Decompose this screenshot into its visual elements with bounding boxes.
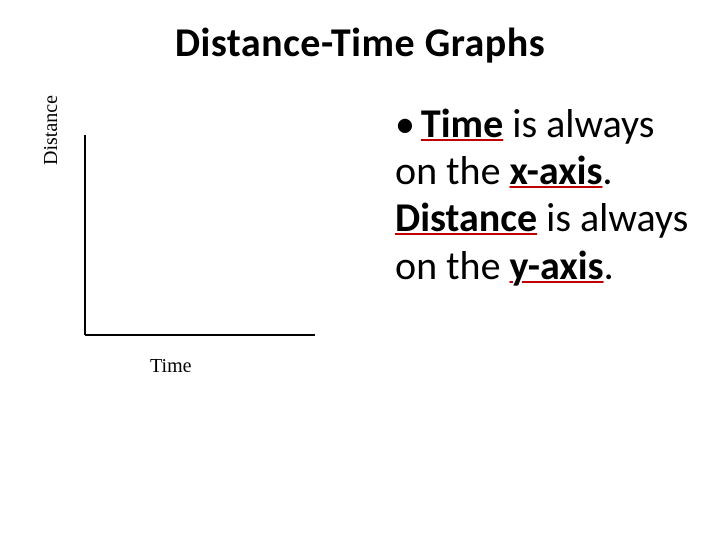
keyword-time: Time xyxy=(421,99,503,148)
y-axis-label: Distance xyxy=(40,95,63,165)
chart-svg xyxy=(55,135,345,365)
x-axis-label: Time xyxy=(150,355,192,378)
bullet-text-2: . xyxy=(602,146,612,195)
distance-time-chart xyxy=(55,135,345,365)
keyword-xaxis: x-axis xyxy=(510,146,603,195)
bullet-text-4: . xyxy=(604,241,614,290)
keyword-distance: Distance xyxy=(395,193,537,242)
slide: Distance-Time Graphs Distance Time •Time… xyxy=(0,0,720,540)
bullet-text: •Time is always on the x-axis. Distance … xyxy=(395,100,695,289)
keyword-yaxis: y-axis xyxy=(510,241,604,290)
slide-title: Distance-Time Graphs xyxy=(0,18,720,67)
bullet-marker: • xyxy=(395,100,415,147)
